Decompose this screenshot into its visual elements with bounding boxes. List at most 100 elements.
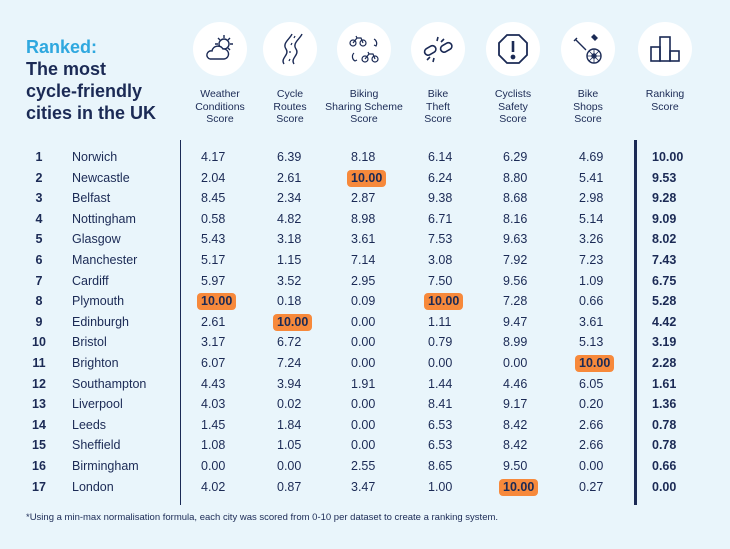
table-row: 13 Liverpool 4.03 0.02 0.00 8.41 9.17 0.20 1.36 — [0, 394, 730, 415]
score-cell: 4.02 — [197, 477, 267, 498]
score-cell: 2.66 — [575, 435, 645, 456]
score-cell: 0.00 — [347, 332, 417, 353]
road-icon — [263, 22, 317, 76]
city-name: Bristol — [72, 335, 107, 350]
score-cell: 10.00 — [424, 291, 494, 312]
rank-number: 8 — [35, 294, 43, 309]
score-value: 1.05 — [277, 438, 302, 453]
score-value: 0.00 — [351, 335, 376, 350]
ranking-score: 10.00 — [652, 150, 684, 164]
score-cell: 8.18 — [347, 147, 417, 168]
score-value: 10.00 — [575, 355, 615, 372]
score-cell: 0.09 — [347, 291, 417, 312]
rank-number: 4 — [35, 211, 43, 226]
score-value: 8.80 — [503, 170, 528, 185]
score-value: 0.27 — [579, 479, 604, 494]
rank-number: 9 — [35, 314, 43, 329]
city-name: London — [72, 479, 114, 494]
table-row: 3 Belfast 8.45 2.34 2.87 9.38 8.68 2.98 9.28 — [0, 188, 730, 209]
score-cell: 2.55 — [347, 456, 417, 477]
column-label: Cyclists Safety Score — [494, 88, 532, 125]
score-value: 2.34 — [277, 191, 302, 206]
rank-number: 14 — [32, 417, 46, 432]
table-row: 14 Leeds 1.45 1.84 0.00 6.53 8.42 2.66 0.78 — [0, 415, 730, 436]
score-value: 0.00 — [579, 459, 604, 473]
score-cell: 7.92 — [499, 250, 569, 271]
score-cell: 9.50 — [499, 456, 569, 477]
table-row: 7 Cardiff 5.97 3.52 2.95 7.50 9.56 1.09 6.75 — [0, 271, 730, 292]
score-cell: 0.00 — [347, 435, 417, 456]
city-name: Edinburgh — [72, 314, 129, 329]
score-cell: 6.05 — [575, 374, 645, 395]
score-cell: 10.00 — [575, 353, 645, 374]
ranking-score: 6.75 — [652, 273, 677, 288]
score-cell: 0.00 — [347, 312, 417, 333]
score-cell: 0.00 — [347, 353, 417, 374]
score-cell: 10.00 — [347, 168, 417, 189]
table-row: 12 Southampton 4.43 3.94 1.91 1.44 4.46 6.05 1.6… — [0, 374, 730, 395]
score-value: 5.43 — [201, 232, 226, 247]
score-cell: 2.87 — [347, 188, 417, 209]
ranking-score: 1.61 — [652, 376, 677, 391]
score-cell: 4.03 — [197, 394, 267, 415]
score-value: 4.43 — [201, 376, 226, 391]
table-row: 1 Norwich 4.17 6.39 8.18 6.14 6.29 4.69 10.00 — [0, 147, 730, 168]
score-value: 8.42 — [503, 438, 528, 453]
score-value: 1.44 — [428, 376, 453, 391]
score-value: 0.00 — [277, 459, 302, 473]
score-value: 0.00 — [351, 356, 376, 370]
score-value: 5.97 — [201, 273, 226, 288]
score-cell: 2.66 — [575, 415, 645, 436]
score-value: 7.14 — [351, 253, 376, 267]
score-cell: 0.27 — [575, 477, 645, 498]
score-value: 9.56 — [503, 273, 528, 288]
score-value: 2.04 — [201, 170, 226, 185]
city-name: Newcastle — [72, 170, 130, 185]
city-name: Sheffield — [72, 438, 121, 453]
score-cell: 0.00 — [499, 353, 569, 374]
score-value: 9.63 — [503, 232, 528, 247]
score-cell: 0.66 — [575, 291, 645, 312]
score-cell: 1.45 — [197, 415, 267, 436]
ranking-score: 9.28 — [652, 191, 677, 206]
score-cell: 10.00 — [197, 291, 267, 312]
score-value: 3.26 — [579, 232, 604, 247]
ranking-score: 9.53 — [652, 170, 677, 185]
score-cell: 3.61 — [347, 229, 417, 250]
score-cell: 8.42 — [499, 415, 569, 436]
ranking-score: 1.36 — [652, 397, 677, 412]
score-cell: 3.47 — [347, 477, 417, 498]
score-value: 8.42 — [503, 417, 528, 432]
score-value: 0.20 — [579, 397, 604, 412]
score-cell: 3.94 — [273, 374, 343, 395]
score-cell: 8.99 — [499, 332, 569, 353]
score-value: 10.00 — [499, 478, 539, 496]
score-cell: 3.18 — [273, 229, 343, 250]
score-cell: 4.46 — [499, 374, 569, 395]
score-cell: 3.26 — [575, 229, 645, 250]
score-value: 2.61 — [201, 314, 226, 329]
city-name: Plymouth — [72, 294, 125, 309]
score-value: 6.05 — [579, 376, 604, 391]
score-cell: 0.00 — [575, 456, 645, 477]
score-cell: 4.17 — [197, 147, 267, 168]
score-value: 6.24 — [428, 170, 453, 185]
score-value: 10.00 — [347, 169, 387, 187]
rank-number: 11 — [32, 356, 46, 370]
column-header: Bike Shops Score — [548, 22, 628, 126]
score-value: 1.45 — [201, 417, 226, 432]
score-value: 0.87 — [277, 479, 302, 494]
score-value: 9.17 — [503, 397, 528, 412]
ranking-score: 0.78 — [652, 438, 677, 453]
rank-number: 12 — [32, 376, 46, 391]
score-cell: 0.20 — [575, 394, 645, 415]
table-row: 9 Edinburgh 2.61 10.00 0.00 1.11 9.47 3.61 4.42 — [0, 312, 730, 333]
score-value: 9.47 — [503, 314, 528, 329]
score-cell: 2.98 — [575, 188, 645, 209]
score-value: 4.03 — [201, 397, 226, 412]
score-value: 0.00 — [503, 356, 528, 370]
score-value: 7.50 — [428, 273, 453, 288]
column-label: Weather Conditions Score — [195, 88, 245, 125]
score-value: 4.17 — [201, 150, 226, 164]
score-value: 1.11 — [428, 314, 452, 329]
